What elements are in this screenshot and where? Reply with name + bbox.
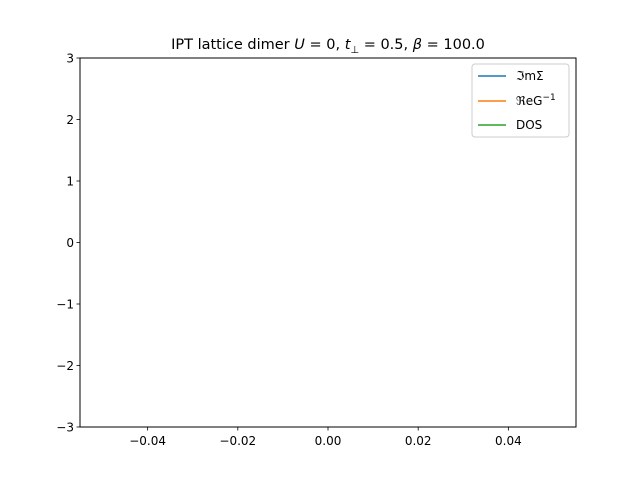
legend-label-imsigma: ℑmΣ — [516, 69, 544, 83]
x-tick-label: 0.00 — [315, 434, 342, 448]
y-tick-label: −1 — [56, 298, 74, 312]
legend-label-reginv: ℜeG−1 — [516, 93, 556, 108]
x-tick-label: 0.04 — [495, 434, 522, 448]
legend-entry-reginv: ℜeG−1 — [478, 93, 556, 108]
x-axis-ticks: −0.04 −0.02 0.00 0.02 0.04 — [129, 427, 522, 448]
legend-entry-imsigma: ℑmΣ — [478, 69, 544, 83]
y-tick-label: 2 — [66, 113, 74, 127]
x-tick-label: 0.02 — [405, 434, 432, 448]
y-tick-label: 3 — [66, 52, 74, 66]
legend: ℑmΣ ℜeG−1 DOS — [471, 63, 570, 138]
legend-entry-dos: DOS — [478, 118, 542, 132]
y-tick-label: −3 — [56, 421, 74, 435]
legend-label-dos: DOS — [516, 118, 542, 132]
y-tick-label: 0 — [66, 236, 74, 250]
axes-frame — [79, 57, 577, 428]
x-tick-label: −0.04 — [129, 434, 166, 448]
x-tick-label: −0.02 — [219, 434, 256, 448]
chart-title: IPT lattice dimer U = 0, t⊥ = 0.5, β = 1… — [171, 37, 485, 56]
y-tick-label: 1 — [66, 175, 74, 189]
legend-box — [471, 63, 570, 138]
y-axis-ticks: −3 −2 −1 0 1 2 3 — [56, 52, 80, 435]
y-tick-label: −2 — [56, 359, 74, 373]
